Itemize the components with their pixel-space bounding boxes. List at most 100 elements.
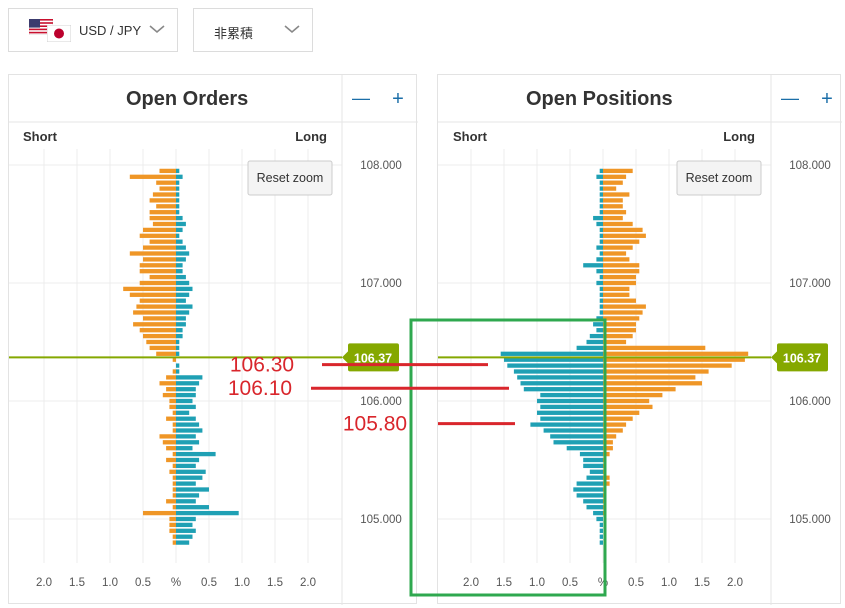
short-bar (169, 528, 176, 533)
long-bar (176, 387, 196, 392)
long-bar (603, 198, 623, 203)
short-bar (576, 493, 603, 498)
short-bar (599, 227, 603, 233)
long-bar (176, 257, 186, 262)
long-bar (176, 510, 239, 516)
short-bar (159, 168, 176, 174)
reset-zoom-button[interactable]: Reset zoom (247, 160, 333, 196)
open-orders-panel: Open Orders Short Long — + Reset zoom 2.… (8, 74, 418, 605)
short-label: Short (23, 129, 58, 144)
short-bar (593, 322, 603, 327)
open-orders-chart: Open Orders Short Long — + Reset zoom 2.… (9, 75, 418, 605)
x-tick-label: 1.0 (661, 577, 677, 589)
current-price-label: 106.37 (783, 351, 821, 365)
long-bar (603, 239, 640, 244)
short-bar (149, 345, 176, 351)
zoom-in-button[interactable]: + (383, 83, 413, 113)
long-bar (603, 351, 749, 356)
current-price-label: 106.37 (354, 351, 392, 365)
x-tick-label: 1.0 (102, 577, 118, 589)
y-tick-label: 107.000 (789, 278, 831, 290)
short-bar (133, 322, 176, 327)
long-bar (603, 398, 650, 404)
x-tick-label: 2.0 (300, 577, 316, 589)
cumulative-mode-dropdown[interactable]: 非累積 (193, 8, 313, 52)
open-positions-chart: Open Positions Short Long — + Reset zoom… (438, 75, 842, 605)
us-flag-icon (29, 19, 53, 35)
long-bar (603, 505, 607, 510)
y-tick-label: 106.000 (360, 396, 402, 408)
zoom-in-button[interactable]: + (812, 83, 842, 113)
long-bar (176, 251, 190, 256)
short-bar (513, 369, 603, 374)
short-bar (172, 481, 176, 486)
short-bar (523, 387, 603, 392)
long-bar (176, 528, 196, 533)
short-bar (540, 404, 603, 410)
long-bar (176, 457, 200, 463)
long-bar (603, 304, 646, 309)
long-bar (176, 481, 196, 486)
short-bar (599, 286, 603, 292)
short-bar (583, 263, 603, 268)
long-bar (603, 280, 636, 286)
short-bar (596, 316, 603, 321)
short-bar (593, 215, 603, 221)
short-bar (172, 487, 176, 492)
y-tick-label: 108.000 (789, 160, 831, 172)
long-bar (603, 451, 610, 457)
short-bar (520, 381, 603, 386)
short-bar (152, 221, 176, 227)
long-bar (176, 381, 200, 386)
x-tick-label: 1.0 (529, 577, 545, 589)
long-bar (176, 304, 193, 309)
currency-pair-dropdown[interactable]: USD / JPY (8, 8, 178, 52)
short-bar (172, 540, 176, 545)
short-bar (599, 274, 603, 280)
short-bar (599, 204, 603, 209)
short-bar (537, 410, 603, 415)
long-bar (176, 499, 196, 504)
reset-zoom-label: Reset zoom (686, 171, 753, 185)
short-bar (507, 363, 603, 368)
reset-zoom-button[interactable]: Reset zoom (676, 160, 762, 196)
long-bar (603, 221, 633, 227)
long-bar (603, 457, 607, 463)
long-bar (176, 298, 186, 303)
long-bar (176, 227, 183, 233)
y-tick-label: 106.000 (789, 396, 831, 408)
x-tick-label: 1.5 (694, 577, 710, 589)
short-bar (530, 422, 603, 427)
short-bar (149, 210, 176, 215)
short-bar (166, 387, 176, 392)
short-bar (596, 269, 603, 274)
long-bar (176, 522, 193, 528)
short-bar (573, 487, 603, 492)
short-bar (129, 174, 176, 179)
short-bar (143, 257, 176, 262)
short-bar (172, 493, 176, 498)
short-bar (139, 269, 176, 274)
long-bar (176, 328, 183, 333)
long-bar (176, 210, 180, 215)
long-bar (603, 204, 623, 209)
short-bar (146, 339, 176, 345)
x-tick-label: 1.5 (267, 577, 283, 589)
chevron-down-icon (284, 25, 300, 34)
short-bar (152, 192, 176, 197)
currency-pair-label: USD / JPY (79, 23, 142, 38)
short-bar (172, 428, 176, 433)
short-bar (537, 398, 603, 404)
zoom-out-button[interactable]: — (775, 83, 805, 113)
long-bar (603, 499, 607, 504)
zoom-out-button[interactable]: — (346, 83, 376, 113)
short-bar (599, 192, 603, 197)
long-bar (603, 286, 630, 292)
long-bar (176, 263, 183, 268)
y-tick-label: 108.000 (360, 160, 402, 172)
long-bar (603, 316, 640, 321)
long-bar (176, 245, 186, 250)
long-bar (603, 375, 696, 380)
short-bar (129, 251, 176, 256)
long-bar (176, 534, 193, 539)
